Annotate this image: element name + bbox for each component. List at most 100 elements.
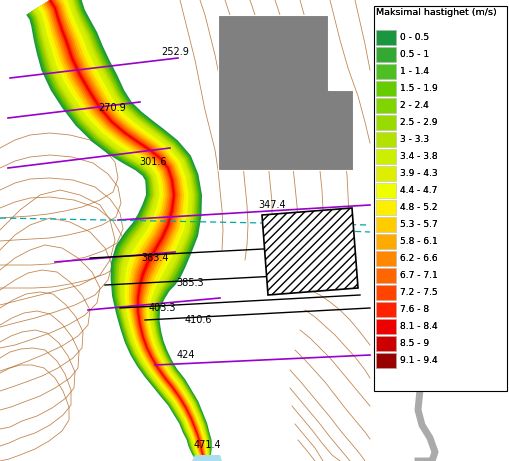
Text: 5.8 - 6.1: 5.8 - 6.1 [400, 237, 438, 246]
Bar [376, 268, 396, 283]
Polygon shape [192, 455, 222, 461]
Text: 4.4 - 4.7: 4.4 - 4.7 [400, 186, 437, 195]
Polygon shape [38, 0, 210, 461]
Polygon shape [218, 15, 353, 170]
Bar [376, 353, 396, 368]
Text: 6.2 - 6.6: 6.2 - 6.6 [400, 254, 438, 263]
Text: 0 - 0.5: 0 - 0.5 [400, 33, 429, 42]
Text: 7.6 - 8: 7.6 - 8 [400, 305, 429, 314]
Bar [376, 200, 396, 215]
Text: 7.2 - 7.5: 7.2 - 7.5 [400, 288, 438, 297]
Bar [376, 336, 396, 351]
Text: 2 - 2.4: 2 - 2.4 [400, 101, 429, 110]
Text: 410.6: 410.6 [184, 315, 212, 325]
Bar [376, 98, 396, 113]
Bar [376, 115, 396, 130]
Bar [376, 285, 396, 300]
Text: 252.9: 252.9 [161, 47, 189, 57]
Polygon shape [48, 0, 210, 461]
Polygon shape [46, 0, 210, 461]
Polygon shape [48, 0, 210, 461]
Text: 5.3 - 5.7: 5.3 - 5.7 [400, 220, 438, 229]
Text: Maksimal hastighet (m/s): Maksimal hastighet (m/s) [376, 8, 497, 17]
Bar [376, 132, 396, 147]
Bar [376, 336, 396, 351]
Bar [376, 183, 396, 198]
Text: 1 - 1.4: 1 - 1.4 [400, 67, 429, 76]
Bar [376, 200, 396, 215]
Text: 1.5 - 1.9: 1.5 - 1.9 [400, 84, 438, 93]
Bar [376, 64, 396, 79]
Polygon shape [34, 0, 210, 461]
Text: 6.7 - 7.1: 6.7 - 7.1 [400, 271, 438, 280]
Bar [376, 217, 396, 232]
Polygon shape [31, 0, 210, 461]
Text: 363.4: 363.4 [142, 253, 169, 263]
Polygon shape [41, 0, 210, 461]
Text: 0 - 0.5: 0 - 0.5 [400, 33, 429, 42]
Bar [376, 353, 396, 368]
Text: 0.5 - 1: 0.5 - 1 [400, 50, 429, 59]
Polygon shape [27, 0, 211, 461]
Text: 7.6 - 8: 7.6 - 8 [400, 305, 429, 314]
Text: 0.5 - 1: 0.5 - 1 [400, 50, 429, 59]
Bar [376, 149, 396, 164]
Bar [376, 30, 396, 45]
Polygon shape [30, 0, 210, 461]
Bar [376, 319, 396, 334]
Bar [376, 319, 396, 334]
Text: 4.8 - 5.2: 4.8 - 5.2 [400, 203, 438, 212]
Text: 385.3: 385.3 [176, 278, 204, 288]
Text: 2.5 - 2.9: 2.5 - 2.9 [400, 118, 438, 127]
Polygon shape [36, 0, 210, 461]
Polygon shape [29, 0, 211, 461]
Bar [376, 30, 396, 45]
Bar [218, 90, 353, 170]
Bar [376, 285, 396, 300]
Bar [376, 166, 396, 181]
Text: 471.4: 471.4 [193, 440, 221, 450]
Text: 3.4 - 3.8: 3.4 - 3.8 [400, 152, 438, 161]
Text: 3.4 - 3.8: 3.4 - 3.8 [400, 152, 438, 161]
Bar [376, 217, 396, 232]
Bar [376, 302, 396, 317]
Text: 4.8 - 5.2: 4.8 - 5.2 [400, 203, 438, 212]
Text: 6.2 - 6.6: 6.2 - 6.6 [400, 254, 438, 263]
Text: 8.5 - 9: 8.5 - 9 [400, 339, 429, 348]
Polygon shape [32, 0, 210, 461]
Text: 3 - 3.3: 3 - 3.3 [400, 135, 429, 144]
Polygon shape [43, 0, 210, 461]
Bar [376, 98, 396, 113]
Text: 2.5 - 2.9: 2.5 - 2.9 [400, 118, 438, 127]
Bar [218, 15, 328, 90]
Text: 5.8 - 6.1: 5.8 - 6.1 [400, 237, 438, 246]
Bar [376, 47, 396, 62]
Bar [376, 234, 396, 249]
Text: 3.9 - 4.3: 3.9 - 4.3 [400, 169, 438, 178]
Bar [376, 251, 396, 266]
Polygon shape [49, 0, 210, 461]
Bar [376, 183, 396, 198]
Text: 5.3 - 5.7: 5.3 - 5.7 [400, 220, 438, 229]
Polygon shape [45, 0, 210, 461]
Bar [376, 268, 396, 283]
Text: 8.5 - 9: 8.5 - 9 [400, 339, 429, 348]
Bar [376, 47, 396, 62]
Bar [374, 6, 507, 391]
Text: 6.7 - 7.1: 6.7 - 7.1 [400, 271, 438, 280]
Polygon shape [40, 0, 210, 461]
Text: 403.3: 403.3 [148, 303, 176, 313]
Bar [376, 64, 396, 79]
Text: 9.1 - 9.4: 9.1 - 9.4 [400, 356, 438, 365]
Bar [376, 234, 396, 249]
Bar [376, 81, 396, 96]
Bar [376, 166, 396, 181]
Bar [376, 132, 396, 147]
Text: 7.2 - 7.5: 7.2 - 7.5 [400, 288, 438, 297]
Text: 9.1 - 9.4: 9.1 - 9.4 [400, 356, 438, 365]
Bar [376, 251, 396, 266]
Text: 424: 424 [177, 350, 195, 360]
Polygon shape [26, 0, 212, 461]
Text: 4.4 - 4.7: 4.4 - 4.7 [400, 186, 437, 195]
Bar [376, 302, 396, 317]
